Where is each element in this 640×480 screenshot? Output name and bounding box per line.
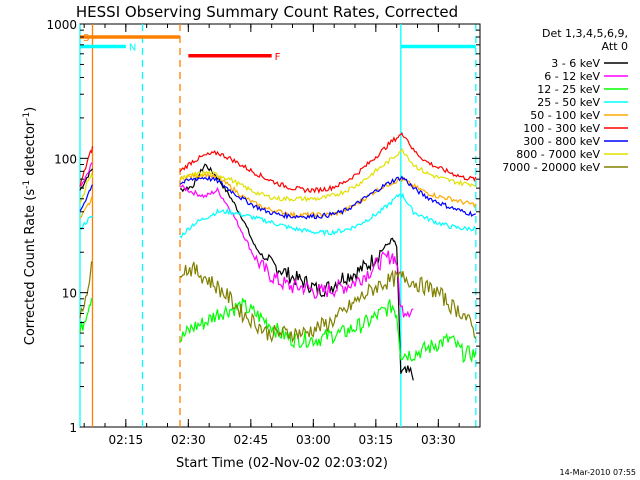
series-lines xyxy=(79,131,477,381)
y-axis-label-middle: detector xyxy=(23,120,38,180)
y-tick-label: 1 xyxy=(69,421,77,435)
plot-frame xyxy=(79,23,481,428)
attenuator-state-bars: S N F xyxy=(80,33,476,63)
x-axis-label: Start Time (02-Nov-02 02:03:02) xyxy=(176,456,388,471)
legend-label-7000-20000-kev: 7000 - 20000 keV xyxy=(502,161,600,174)
legend-label-6-12-kev: 6 - 12 keV xyxy=(544,70,600,83)
series-6-12-kev xyxy=(79,162,414,319)
series-3-6-kev xyxy=(79,163,414,381)
legend-label-50-100-kev: 50 - 100 keV xyxy=(530,109,600,122)
y-axis-ticks: 1 10 100 1000 xyxy=(46,18,480,435)
state-bar-n-label: N xyxy=(129,42,136,53)
series-12-25-kev xyxy=(79,297,477,364)
series-100-300-kev xyxy=(79,131,477,194)
series-7000-20000-kev xyxy=(79,261,477,344)
legend-header-line-2: Att 0 xyxy=(602,40,628,53)
series-300-800-kev xyxy=(79,175,477,220)
y-axis-label-end: ) xyxy=(23,107,38,112)
legend-label-3-6-kev: 3 - 6 keV xyxy=(551,57,600,70)
y-axis-label-exponent-2: -1 xyxy=(22,112,32,121)
x-tick-label: 03:15 xyxy=(359,433,394,447)
x-tick-label: 02:30 xyxy=(171,433,206,447)
chart-title: HESSI Observing Summary Count Rates, Cor… xyxy=(76,3,458,21)
x-axis-ticks: 02:15 02:30 02:45 03:00 03:15 03:30 xyxy=(83,24,481,447)
state-bar-f-label: F xyxy=(275,52,281,63)
series-25-50-kev xyxy=(79,192,477,239)
y-tick-label: 1000 xyxy=(46,18,77,32)
legend-label-800-7000-kev: 800 - 7000 keV xyxy=(516,148,600,161)
y-tick-label: 10 xyxy=(62,287,77,301)
x-tick-label: 02:15 xyxy=(109,433,144,447)
legend-header-line-1: Det 1,3,4,5,6,9, xyxy=(542,27,628,40)
generation-timestamp: 14-Mar-2010 07:55 xyxy=(560,468,637,477)
y-axis-label-exponent-1: -1 xyxy=(22,180,32,189)
series-800-7000-kev xyxy=(79,148,477,204)
legend-label-25-50-kev: 25 - 50 keV xyxy=(537,96,600,109)
x-tick-label: 03:30 xyxy=(421,433,456,447)
x-tick-label: 02:45 xyxy=(234,433,269,447)
y-axis-label: Corrected Count Rate (s-1 detector-1) xyxy=(22,107,38,345)
legend-label-100-300-kev: 100 - 300 keV xyxy=(523,122,600,135)
series-50-100-kev xyxy=(79,171,477,219)
legend-label-12-25-kev: 12 - 25 keV xyxy=(537,83,600,96)
y-tick-label: 100 xyxy=(54,152,77,166)
plot-area: S N F 1 10 100 1000 02:15 02:30 02:45 03:00 03:15… xyxy=(46,18,481,447)
y-axis-label-main: Corrected Count Rate (s xyxy=(23,189,38,346)
x-tick-label: 03:00 xyxy=(296,433,331,447)
legend-label-300-800-kev: 300 - 800 keV xyxy=(523,135,600,148)
state-bar-s-label: S xyxy=(83,33,89,44)
